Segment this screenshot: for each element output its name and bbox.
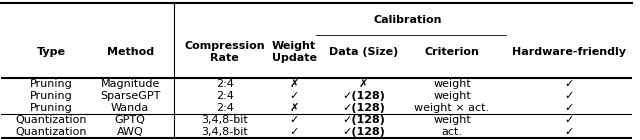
- Text: ✓: ✓: [289, 115, 299, 125]
- Text: Method: Method: [106, 47, 154, 57]
- Text: ✓: ✓: [564, 91, 573, 101]
- Text: Pruning: Pruning: [30, 103, 72, 113]
- Text: 2:4: 2:4: [216, 103, 234, 113]
- Text: Hardware-friendly: Hardware-friendly: [512, 47, 626, 57]
- Text: SparseGPT: SparseGPT: [100, 91, 160, 101]
- Text: Calibration: Calibration: [374, 15, 442, 25]
- Text: weight × act.: weight × act.: [415, 103, 490, 113]
- Text: Quantization: Quantization: [15, 127, 87, 137]
- Text: act.: act.: [442, 127, 463, 137]
- Text: weight: weight: [433, 91, 471, 101]
- Text: ✓: ✓: [564, 103, 573, 113]
- Text: 2:4: 2:4: [216, 91, 234, 101]
- Text: Data (Size): Data (Size): [329, 47, 398, 57]
- Text: Pruning: Pruning: [30, 79, 72, 89]
- Text: ✗: ✗: [289, 79, 299, 89]
- Text: GPTQ: GPTQ: [115, 115, 145, 125]
- Text: Compression
Rate: Compression Rate: [184, 41, 265, 63]
- Text: ✓(128): ✓(128): [342, 115, 385, 125]
- Text: weight: weight: [433, 79, 471, 89]
- Text: Wanda: Wanda: [111, 103, 149, 113]
- Text: ✗: ✗: [289, 103, 299, 113]
- Text: Criterion: Criterion: [424, 47, 479, 57]
- Text: Quantization: Quantization: [15, 115, 87, 125]
- Text: Magnitude: Magnitude: [100, 79, 160, 89]
- Text: weight: weight: [433, 115, 471, 125]
- Text: 3,4,8-bit: 3,4,8-bit: [202, 115, 248, 125]
- Text: ✓: ✓: [289, 127, 299, 137]
- Text: ✓: ✓: [564, 79, 573, 89]
- Text: Pruning: Pruning: [30, 91, 72, 101]
- Text: 2:4: 2:4: [216, 79, 234, 89]
- Text: ✓: ✓: [564, 115, 573, 125]
- Text: ✓(128): ✓(128): [342, 91, 385, 101]
- Text: Type: Type: [36, 47, 66, 57]
- Text: ✓: ✓: [289, 91, 299, 101]
- Text: ✓: ✓: [564, 127, 573, 137]
- Text: AWQ: AWQ: [116, 127, 143, 137]
- Text: ✓(128): ✓(128): [342, 127, 385, 137]
- Text: ✗: ✗: [359, 79, 369, 89]
- Text: ✓(128): ✓(128): [342, 103, 385, 113]
- Text: Weight
Update: Weight Update: [272, 41, 317, 63]
- Text: 3,4,8-bit: 3,4,8-bit: [202, 127, 248, 137]
